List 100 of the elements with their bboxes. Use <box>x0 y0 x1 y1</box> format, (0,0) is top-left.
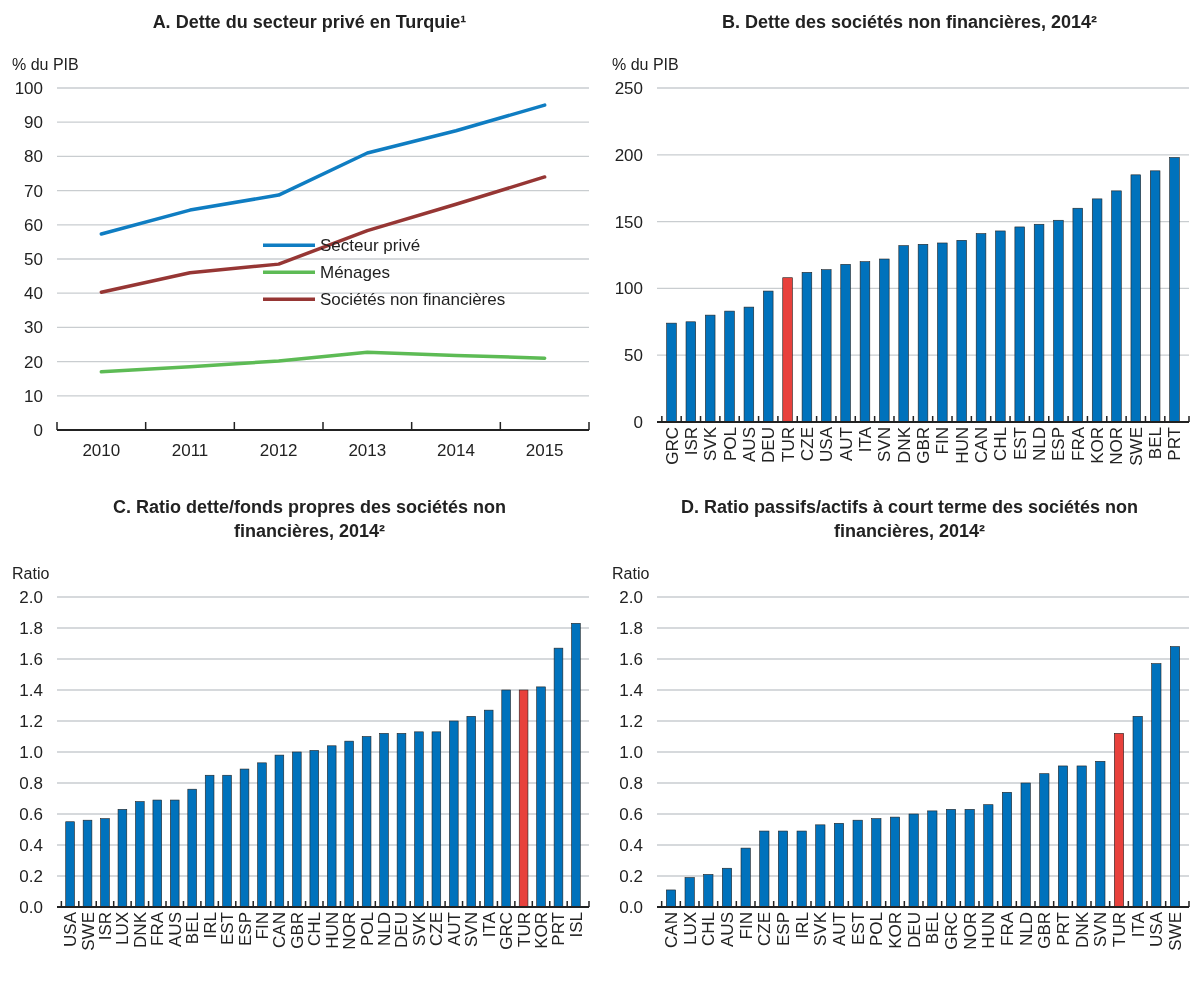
x-tick-label: KOR <box>886 912 905 949</box>
x-tick-label: LUX <box>680 912 700 946</box>
x-tick-label: GRC <box>662 427 682 465</box>
x-tick-label: DEU <box>904 912 924 948</box>
x-tick-label: 2014 <box>437 441 475 460</box>
y-tick-label: 90 <box>24 113 43 133</box>
y-tick-label: 1.2 <box>619 712 643 731</box>
y-tick-label: 0.8 <box>619 774 643 793</box>
x-tick-label: USA <box>817 426 837 462</box>
x-tick-label: DNK <box>1072 911 1092 948</box>
x-tick-label: POL <box>357 912 377 947</box>
x-tick-label: SWE <box>78 912 98 951</box>
x-tick-label: 2015 <box>525 441 564 460</box>
x-tick-label: ISR <box>95 912 115 941</box>
x-tick-label: FIN <box>252 912 272 940</box>
y-tick-label: 1.8 <box>619 619 643 638</box>
y-tick-label: 50 <box>624 346 643 366</box>
x-tick-label: 2013 <box>348 441 387 460</box>
y-axis-title: % du PIB <box>12 56 79 73</box>
x-tick-label: SWE <box>1126 427 1146 466</box>
x-tick-label: USA <box>61 911 81 947</box>
x-tick-label: EST <box>1010 427 1030 461</box>
y-tick-label: 0.0 <box>619 898 643 917</box>
y-tick-label: 1.2 <box>19 712 43 731</box>
x-tick-label: BEL <box>1146 427 1166 460</box>
x-tick-label: CZE <box>797 427 817 461</box>
x-tick-label: AUS <box>739 427 759 462</box>
y-tick-label: 2.0 <box>19 588 43 607</box>
chart-title: A. Dette du secteur privé en Turquie¹ <box>152 12 467 32</box>
y-tick-label: 60 <box>24 215 43 235</box>
y-tick-label: 40 <box>24 284 43 304</box>
x-tick-label: FIN <box>933 427 953 455</box>
y-tick-label: 0.6 <box>619 805 643 824</box>
x-tick-label: ISR <box>681 427 701 456</box>
x-tick-label: KOR <box>532 912 552 949</box>
x-tick-label: PRT <box>1054 912 1073 946</box>
x-tick-label: TUR <box>1110 912 1129 947</box>
x-tick-label: POL <box>720 427 740 462</box>
x-tick-label: NLD <box>1030 427 1050 462</box>
x-tick-label: HUN <box>952 427 972 464</box>
y-tick-label: 10 <box>24 386 43 406</box>
x-tick-label: CHL <box>699 912 719 947</box>
y-axis-title: % du PIB <box>612 56 679 73</box>
line-series <box>99 103 547 236</box>
x-tick-label: GBR <box>287 912 307 949</box>
y-tick-label: 1.8 <box>19 619 43 638</box>
y-tick-label: 0 <box>633 413 643 432</box>
x-tick-label: ESP <box>1049 427 1069 462</box>
x-tick-label: SVK <box>811 911 831 947</box>
x-tick-label: LUX <box>113 912 133 946</box>
y-tick-label: 250 <box>614 79 643 98</box>
x-tick-label: USA <box>1147 911 1167 947</box>
y-tick-label: 1.6 <box>19 650 43 669</box>
chart-title: D. Ratio passifs/actifs à court terme des sociétés non financières, 2014² <box>680 497 1139 541</box>
x-tick-label: ESP <box>774 912 793 947</box>
x-tick-label: FRA <box>998 911 1017 946</box>
x-tick-label: HUN <box>979 912 999 949</box>
x-tick-label: ESP <box>235 912 255 947</box>
chart-title: C. Ratio dette/fonds propres des sociétés non financières, 2014² <box>112 497 507 541</box>
x-tick-label: IRL <box>200 912 220 939</box>
line-series <box>99 350 547 374</box>
y-tick-label: 80 <box>24 147 43 167</box>
x-tick-label: 2011 <box>171 441 209 460</box>
y-tick-label: 20 <box>24 352 43 372</box>
y-tick-label: 1.4 <box>619 681 643 700</box>
x-tick-label: CAN <box>972 427 992 463</box>
x-tick-label: BEL <box>923 912 943 945</box>
y-tick-label: 100 <box>14 79 43 98</box>
x-tick-label: FRA <box>148 911 168 946</box>
x-tick-label: BEL <box>183 912 203 945</box>
x-tick-label: POL <box>867 912 887 947</box>
x-tick-label: PRT <box>1165 427 1185 461</box>
y-tick-label: 1.4 <box>19 681 43 700</box>
x-tick-label: SVN <box>1091 912 1111 947</box>
x-tick-label: PRT <box>549 912 569 946</box>
x-tick-label: HUN <box>322 912 342 949</box>
x-tick-label: DNK <box>894 426 914 463</box>
legend-label: Ménages <box>320 263 390 283</box>
x-tick-label: AUT <box>836 427 856 461</box>
y-tick-label: 0.4 <box>19 836 43 855</box>
x-tick-label: FRA <box>1068 426 1088 461</box>
legend-label: Secteur privé <box>320 236 421 256</box>
x-tick-label: GRC <box>497 912 517 950</box>
y-tick-label: 30 <box>24 318 43 338</box>
y-tick-label: 100 <box>614 279 643 299</box>
x-tick-label: DNK <box>130 911 150 948</box>
y-tick-label: 0.4 <box>619 836 643 855</box>
x-tick-label: ITA <box>479 911 499 938</box>
x-tick-label: KOR <box>1088 427 1108 464</box>
x-tick-label: SVK <box>701 426 721 462</box>
x-tick-label: NLD <box>375 912 395 947</box>
y-tick-label: 0.2 <box>619 867 643 886</box>
y-tick-label: 0.0 <box>19 898 43 917</box>
y-tick-label: 200 <box>614 145 643 165</box>
x-tick-label: GRC <box>942 912 961 950</box>
legend-label: Sociétés non financières <box>320 290 506 310</box>
x-tick-label: CHL <box>305 912 325 947</box>
x-tick-label: ITA <box>855 426 875 453</box>
x-tick-label: AUT <box>830 912 849 946</box>
x-tick-label: 2012 <box>259 441 298 460</box>
